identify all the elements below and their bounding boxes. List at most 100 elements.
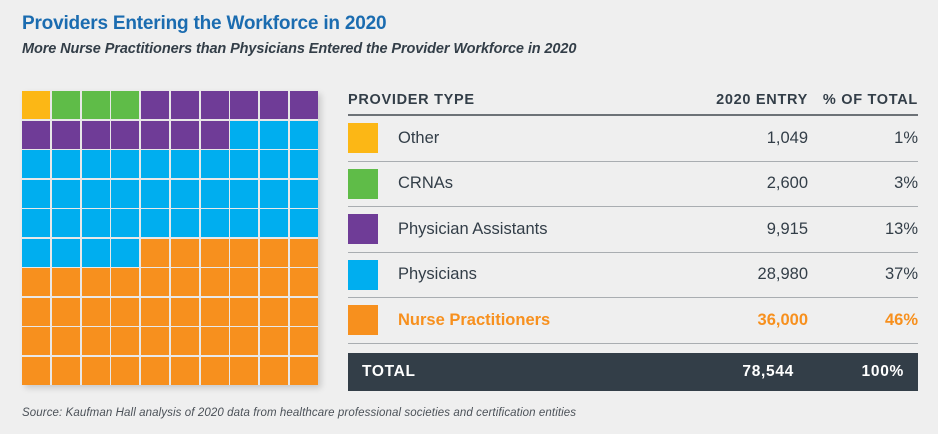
waffle-cell (141, 179, 170, 208)
waffle-cell (200, 238, 229, 267)
table-row[interactable]: Nurse Practitioners 36,000 46% (348, 298, 918, 344)
waffle-cell (289, 120, 318, 149)
table-row[interactable]: Other 1,049 1% (348, 116, 918, 162)
waffle-cell (51, 238, 80, 267)
waffle-cell (230, 91, 259, 119)
waffle-cell (22, 238, 51, 267)
waffle-cell (81, 91, 110, 119)
waffle-cell (111, 357, 140, 385)
waffle-cell (260, 268, 289, 297)
row-entry-value: 1,049 (766, 128, 808, 147)
waffle-cell (289, 327, 318, 356)
waffle-cell (51, 120, 80, 149)
waffle-cell (230, 238, 259, 267)
waffle-cell (141, 238, 170, 267)
waffle-cell (260, 91, 289, 119)
waffle-cell (141, 357, 170, 385)
waffle-cell (230, 120, 259, 149)
total-entry: 78,544 (742, 362, 794, 380)
waffle-cell (230, 209, 259, 238)
waffle-cell (260, 120, 289, 149)
waffle-cell (81, 120, 110, 149)
waffle-cell (141, 327, 170, 356)
waffle-cell (170, 179, 199, 208)
waffle-cell (200, 120, 229, 149)
waffle-cell (260, 327, 289, 356)
waffle-cell (81, 297, 110, 326)
table-row[interactable]: Physicians 28,980 37% (348, 253, 918, 298)
waffle-cell (200, 327, 229, 356)
waffle-cell (200, 179, 229, 208)
page-title: Providers Entering the Workforce in 2020 (22, 13, 387, 34)
waffle-cell (141, 150, 170, 179)
row-percent-value: 1% (894, 128, 918, 147)
column-header-provider-type: PROVIDER TYPE (348, 92, 475, 108)
waffle-cell (81, 268, 110, 297)
provider-table: PROVIDER TYPE 2020 ENTRY % OF TOTAL Othe… (348, 88, 918, 391)
row-percent-value: 3% (894, 174, 918, 193)
waffle-cell (81, 238, 110, 267)
waffle-cell (111, 238, 140, 267)
waffle-cell (51, 150, 80, 179)
waffle-cell (51, 327, 80, 356)
waffle-cell (260, 297, 289, 326)
waffle-cell (230, 150, 259, 179)
color-swatch-icon (348, 259, 378, 290)
column-header-percent: % OF TOTAL (822, 92, 918, 108)
waffle-cell (141, 91, 170, 119)
waffle-cell (111, 91, 140, 119)
waffle-cell (170, 120, 199, 149)
waffle-cell (260, 357, 289, 385)
table-row[interactable]: Physician Assistants 9,915 13% (348, 207, 918, 253)
color-swatch-icon (348, 123, 378, 154)
source-note: Source: Kaufman Hall analysis of 2020 da… (22, 407, 577, 419)
waffle-cell (170, 297, 199, 326)
waffle-cell (22, 209, 51, 238)
row-label: Other (398, 128, 440, 147)
waffle-cell (141, 268, 170, 297)
waffle-cell (200, 91, 229, 119)
waffle-cell (81, 150, 110, 179)
waffle-cell (200, 150, 229, 179)
waffle-chart (22, 91, 318, 385)
waffle-cell (81, 327, 110, 356)
waffle-cell (51, 91, 80, 119)
waffle-cell (260, 209, 289, 238)
waffle-cell (260, 179, 289, 208)
waffle-cell (289, 238, 318, 267)
row-entry-value: 36,000 (757, 310, 808, 329)
waffle-cell (170, 327, 199, 356)
color-swatch-icon (348, 305, 378, 336)
waffle-cell (22, 297, 51, 326)
waffle-cell (200, 209, 229, 238)
waffle-grid (22, 91, 318, 385)
color-swatch-icon (348, 168, 378, 199)
waffle-cell (81, 209, 110, 238)
total-percent: 100% (861, 362, 904, 380)
table-total-row: TOTAL 78,544 100% (348, 352, 918, 391)
waffle-cell (51, 297, 80, 326)
waffle-cell (289, 268, 318, 297)
waffle-cell (230, 268, 259, 297)
waffle-cell (22, 268, 51, 297)
row-entry-value: 28,980 (757, 265, 808, 284)
waffle-cell (230, 179, 259, 208)
row-percent-value: 13% (884, 219, 918, 238)
total-label: TOTAL (362, 362, 416, 380)
waffle-cell (170, 209, 199, 238)
waffle-cell (289, 150, 318, 179)
table-row[interactable]: CRNAs 2,600 3% (348, 162, 918, 207)
waffle-cell (230, 357, 259, 385)
waffle-cell (289, 91, 318, 119)
row-entry-value: 9,915 (766, 219, 808, 238)
column-header-entry: 2020 ENTRY (716, 92, 808, 108)
waffle-cell (22, 120, 51, 149)
row-percent-value: 37% (884, 265, 918, 284)
row-label: Nurse Practitioners (398, 310, 551, 329)
waffle-cell (81, 179, 110, 208)
waffle-cell (200, 297, 229, 326)
row-entry-value: 2,600 (766, 174, 808, 193)
waffle-cell (170, 268, 199, 297)
waffle-cell (111, 327, 140, 356)
waffle-cell (289, 357, 318, 385)
